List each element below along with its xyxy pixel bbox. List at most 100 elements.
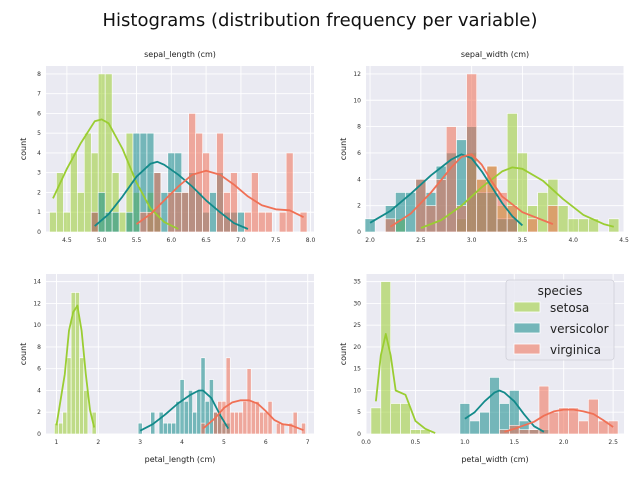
x-tick-label: 5.5 bbox=[132, 237, 142, 244]
x-tick-label: 0.0 bbox=[361, 439, 371, 446]
bar-setosa bbox=[58, 422, 64, 435]
figure-title: Histograms (distribution frequency per v… bbox=[102, 10, 537, 31]
y-tick-label: 30 bbox=[353, 300, 361, 307]
x-tick-label: 4.0 bbox=[568, 237, 578, 244]
x-tick-label: 0.5 bbox=[411, 439, 421, 446]
x-tick-label: 8.0 bbox=[306, 237, 316, 244]
kde-line-versicolor bbox=[464, 389, 545, 433]
bar-versicolor bbox=[204, 401, 210, 435]
bar-setosa bbox=[91, 411, 97, 435]
bar-versicolor bbox=[175, 401, 181, 435]
y-tick-label: 4 bbox=[37, 387, 41, 394]
bar-virginica bbox=[188, 113, 196, 233]
y-tick-label: 2 bbox=[37, 409, 41, 416]
x-tick-label: 4 bbox=[180, 439, 184, 446]
bar-virginica bbox=[174, 192, 183, 233]
legend-label-setosa: setosa bbox=[550, 301, 589, 315]
legend-title: species bbox=[538, 284, 583, 298]
kde-line-setosa bbox=[52, 118, 179, 230]
x-tick-label: 2 bbox=[96, 439, 100, 446]
x-tick-label: 1.0 bbox=[460, 439, 470, 446]
y-tick-label: 6 bbox=[37, 110, 41, 117]
x-tick-label: 2.0 bbox=[365, 237, 375, 244]
kde-line-virginica bbox=[504, 408, 614, 433]
bar-virginica bbox=[548, 411, 560, 435]
bar-setosa bbox=[390, 403, 401, 435]
bar-versicolor bbox=[209, 379, 214, 435]
bar-virginica bbox=[466, 73, 478, 233]
y-tick-label: 5 bbox=[37, 130, 41, 137]
bar-virginica bbox=[578, 420, 589, 435]
x-tick-label: 1 bbox=[55, 439, 59, 446]
legend-box bbox=[505, 279, 615, 361]
y-tick-label: 10 bbox=[353, 97, 361, 104]
x-tick-label: 3 bbox=[138, 439, 142, 446]
bar-setosa bbox=[62, 411, 68, 435]
y-tick-label: 15 bbox=[353, 366, 361, 373]
y-tick-label: 2 bbox=[37, 189, 41, 196]
x-tick-label: 3.5 bbox=[518, 237, 528, 244]
y-tick-label: 8 bbox=[357, 124, 361, 131]
bar-virginica bbox=[299, 211, 308, 233]
kde-line-setosa bbox=[55, 304, 96, 428]
bar-virginica bbox=[285, 152, 294, 233]
bar-versicolor bbox=[209, 192, 217, 233]
kde-line-virginica bbox=[135, 169, 304, 225]
bar-virginica bbox=[292, 411, 298, 435]
bar-virginica bbox=[202, 152, 210, 233]
y-tick-label: 0 bbox=[37, 229, 41, 236]
y-tick-label: 4 bbox=[37, 150, 41, 157]
bar-versicolor bbox=[97, 192, 106, 233]
y-tick-label: 7 bbox=[37, 91, 41, 98]
x-tick-label: 1.5 bbox=[510, 439, 520, 446]
bar-setosa bbox=[118, 211, 127, 233]
bar-virginica bbox=[445, 126, 457, 233]
kde-line-setosa bbox=[420, 166, 615, 229]
kde-line-setosa bbox=[375, 333, 436, 434]
bar-versicolor bbox=[162, 422, 168, 435]
legend: species setosa versicolor virginica bbox=[505, 279, 615, 361]
bar-virginica bbox=[90, 211, 99, 233]
bar-versicolor bbox=[200, 357, 206, 435]
y-tick-label: 10 bbox=[353, 387, 361, 394]
y-tick-label: 3 bbox=[37, 170, 41, 177]
bar-virginica bbox=[258, 211, 266, 233]
y-axis-label: count bbox=[339, 138, 348, 161]
bar-virginica bbox=[229, 411, 235, 435]
bar-virginica bbox=[384, 218, 396, 233]
bar-setosa bbox=[49, 211, 57, 233]
bar-versicolor bbox=[489, 377, 500, 435]
y-tick-label: 6 bbox=[37, 366, 41, 373]
bar-setosa bbox=[104, 73, 113, 233]
bar-setosa bbox=[537, 192, 549, 233]
bar-versicolor bbox=[137, 422, 143, 435]
y-tick-label: 6 bbox=[357, 150, 361, 157]
y-tick-label: 5 bbox=[357, 409, 361, 416]
bar-virginica bbox=[435, 179, 447, 233]
bar-virginica bbox=[538, 385, 550, 435]
x-tick-label: 2.5 bbox=[608, 439, 618, 446]
bar-versicolor bbox=[364, 218, 376, 233]
y-tick-label: 4 bbox=[357, 176, 361, 183]
x-tick-label: 4.5 bbox=[619, 237, 629, 244]
chart-panel-2: 2.0 2.5 3.0 3.5 4.0 4.5 0 2 4 6 8 10 12 sepal_width (… bbox=[339, 50, 629, 244]
bar-versicolor bbox=[196, 390, 202, 435]
x-tick-label: 3.0 bbox=[467, 237, 477, 244]
legend-swatch-setosa bbox=[513, 301, 541, 313]
bar-versicolor bbox=[183, 401, 189, 435]
bar-virginica bbox=[223, 192, 231, 233]
chart-panel-1: 4.5 5.0 5.5 6.0 6.5 7.0 7.5 8.0 0 1 2 3 4 5 6 7 8 sepal_l… bbox=[19, 50, 315, 244]
bar-virginica bbox=[181, 192, 190, 233]
bar-virginica bbox=[301, 422, 306, 435]
bar-setosa bbox=[577, 218, 589, 233]
bar-setosa bbox=[517, 152, 528, 233]
bar-setosa bbox=[370, 407, 382, 435]
y-tick-label: 25 bbox=[353, 322, 361, 329]
bar-versicolor bbox=[459, 403, 471, 435]
bar-versicolor bbox=[469, 420, 480, 435]
panel-title: sepal_width (cm) bbox=[461, 50, 529, 59]
bar-virginica bbox=[238, 411, 244, 435]
bar-virginica bbox=[139, 211, 148, 233]
bar-versicolor bbox=[479, 411, 490, 435]
